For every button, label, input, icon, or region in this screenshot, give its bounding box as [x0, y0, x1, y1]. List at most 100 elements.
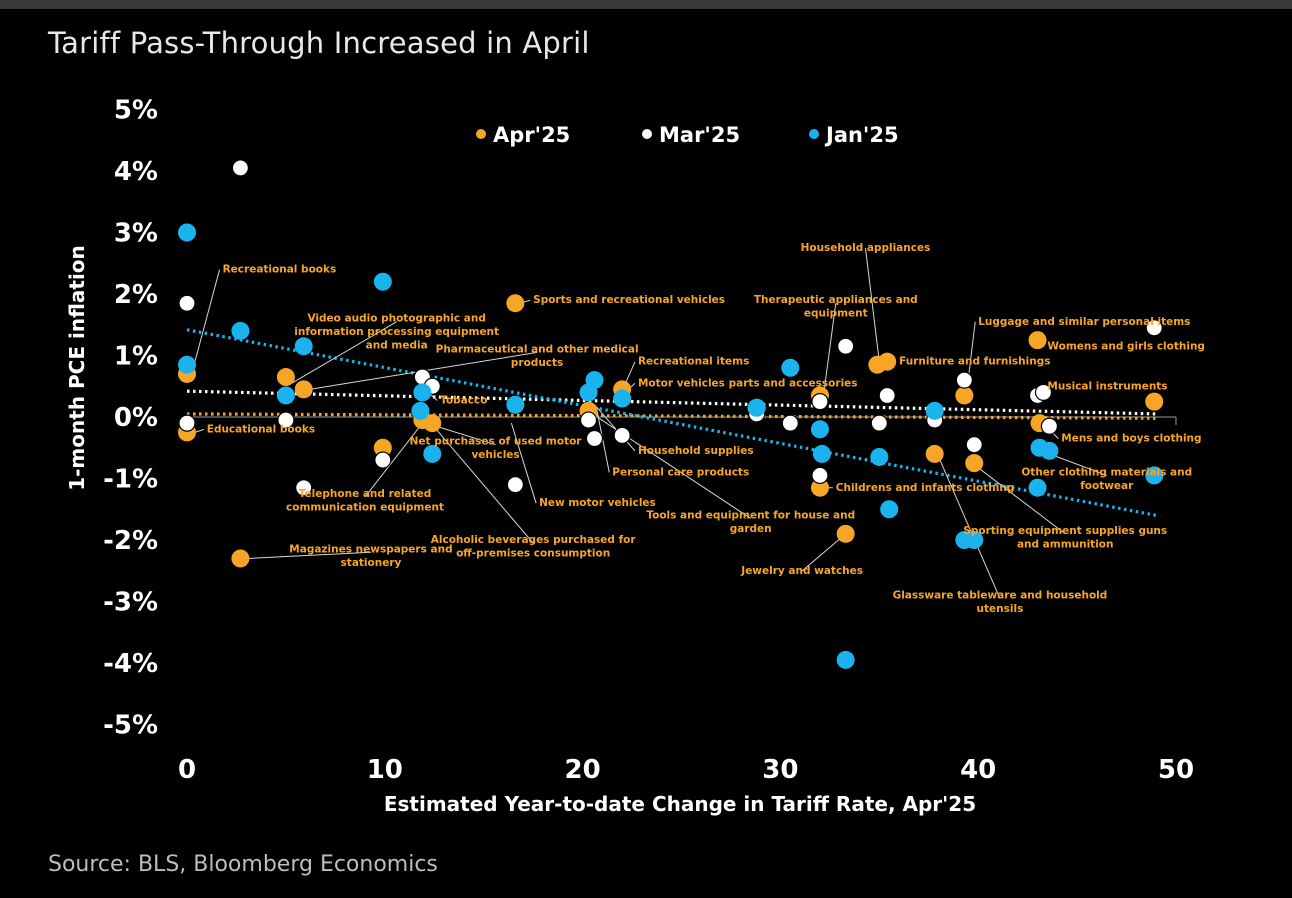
point-jan25: [870, 447, 889, 466]
trendline-apr25: [186, 412, 1157, 420]
point-mar25: [613, 426, 631, 445]
annotation-label: Sporting equipment supplies guns and ammu…: [963, 525, 1167, 551]
point-mar25: [506, 476, 524, 494]
point-jan25: [423, 444, 442, 463]
y-tick-label: -2%: [103, 526, 158, 556]
annotation-label: Telephone and related communication equip…: [286, 488, 444, 514]
point-mar25: [1040, 417, 1059, 435]
trendline-mar25: [186, 389, 1157, 416]
leader-line: [823, 303, 837, 393]
point-jan25: [373, 272, 392, 291]
point-mar25: [965, 436, 983, 454]
annotation-label: Furniture and furnishings: [899, 356, 1050, 368]
x-tick-label: 20: [565, 755, 601, 785]
annotation-label: Recreational items: [638, 356, 749, 368]
annotation-label: Pharmaceutical and other medical products: [436, 343, 639, 369]
annotation-label: Womens and girls clothing: [1047, 340, 1205, 352]
annotation-label: Recreational books: [223, 263, 337, 275]
annotation-label: Household supplies: [638, 445, 754, 457]
y-axis-ticks: 5% 4% 3% 2% 1% 0% -1% -2% -3% -4% -5%: [103, 96, 158, 741]
point-apr25: [1145, 392, 1164, 411]
point-jan25: [781, 358, 800, 377]
y-tick-label: -1%: [103, 465, 158, 495]
point-apr25: [276, 368, 295, 387]
point-apr25: [878, 352, 897, 371]
source-note: Source: BLS, Bloomberg Economics: [48, 852, 438, 877]
y-tick-label: -4%: [103, 649, 158, 679]
point-jan25: [506, 395, 525, 414]
annotation-label: Tobacco: [440, 394, 487, 406]
point-mar25: [1145, 319, 1163, 337]
y-tick-label: 2%: [114, 280, 158, 310]
point-jan25: [294, 337, 313, 356]
point-mar25: [295, 479, 313, 497]
leader-line: [1049, 453, 1107, 476]
trendlines: [186, 328, 1157, 517]
point-jan25: [1040, 441, 1059, 460]
annotation-label: Alcoholic beverages purchased for off-pre…: [431, 534, 637, 560]
y-axis-label: 1-month PCE inflation: [65, 245, 89, 491]
leader-line: [938, 456, 1001, 599]
leader-line: [594, 404, 636, 452]
y-tick-label: 4%: [114, 157, 158, 187]
annotation-label: Household appliances: [801, 242, 931, 254]
annotation-label: Jewelry and watches: [740, 565, 863, 577]
leader-line: [364, 422, 423, 498]
point-mar25: [781, 414, 799, 432]
point-jan25: [925, 401, 944, 420]
x-axis-ticks: 0 10 20 30 40 50: [178, 755, 1194, 785]
legend-label-jan: Jan'25: [824, 123, 899, 147]
legend-marker-apr: [476, 129, 486, 139]
point-jan25: [965, 531, 984, 549]
point-apr25: [506, 294, 525, 313]
point-mar25: [231, 159, 250, 177]
point-jan25: [411, 401, 430, 420]
leader-line: [801, 533, 846, 572]
annotation-label: Video audio photographic and information …: [294, 313, 499, 352]
y-tick-label: 1%: [114, 342, 158, 372]
annotation-label: Sports and recreational vehicles: [533, 294, 725, 306]
y-tick-label: -3%: [103, 588, 158, 618]
point-apr25: [925, 444, 944, 463]
x-tick-label: 40: [960, 755, 996, 785]
legend-marker-mar: [642, 129, 652, 139]
point-apr25: [231, 549, 250, 568]
point-jan25: [836, 650, 855, 669]
y-tick-label: 3%: [114, 219, 158, 249]
point-mar25: [870, 414, 888, 432]
annotation-label: Other clothing materials and footwear: [1021, 466, 1192, 492]
point-mar25: [811, 393, 829, 411]
point-mar25: [374, 451, 392, 469]
annotation-label: Magazines newspapers and stationery: [289, 543, 452, 569]
annotation-labels: Recreational books Educational books Magaz…: [207, 242, 1205, 615]
leader-line: [864, 247, 880, 362]
point-mar25: [878, 386, 896, 405]
point-apr25: [965, 454, 984, 473]
point-jan25: [1145, 466, 1164, 485]
x-axis-label: Estimated Year-to-date Change in Tariff …: [384, 792, 976, 816]
legend-marker-jan: [809, 129, 819, 139]
annotation-label: Mens and boys clothing: [1061, 433, 1201, 445]
point-mar25: [579, 411, 598, 429]
annotation-label: Childrens and infants clothing: [836, 482, 1015, 494]
x-tick-label: 50: [1158, 755, 1194, 785]
point-jan25: [747, 398, 766, 417]
point-jan25: [880, 500, 899, 519]
point-mar25: [955, 371, 973, 389]
point-mar25: [585, 429, 604, 448]
point-mar25: [1034, 383, 1053, 401]
point-jan25: [231, 321, 250, 340]
legend: Apr'25 Mar'25 Jan'25: [476, 123, 899, 147]
x-tick-label: 10: [367, 755, 403, 785]
leader-line: [435, 428, 534, 544]
point-jan25: [413, 383, 432, 402]
annotation-label: Musical instruments: [1047, 380, 1167, 392]
data-points: [178, 159, 1164, 669]
leader-line: [194, 428, 204, 433]
annotation-label: Motor vehicles parts and accessories: [638, 377, 858, 389]
point-jan25: [810, 420, 829, 439]
point-mar25: [811, 466, 829, 485]
point-jan25: [178, 355, 196, 374]
point-jan25: [613, 389, 632, 408]
y-tick-label: 5%: [114, 96, 158, 126]
